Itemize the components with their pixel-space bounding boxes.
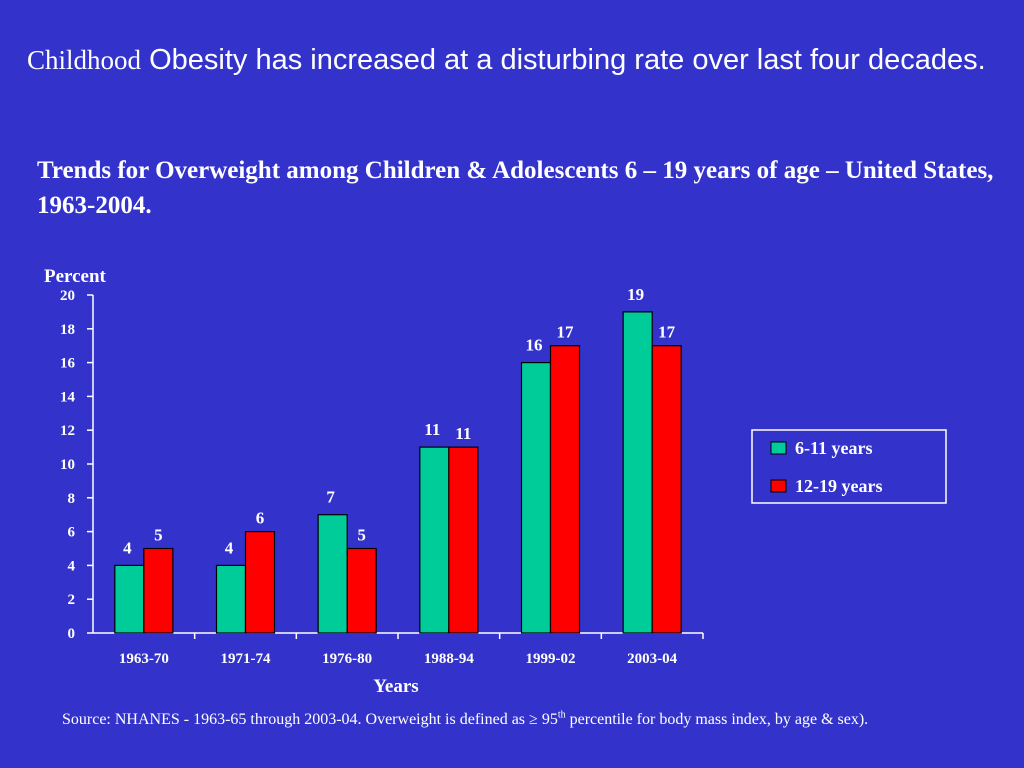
bar-6-11 (520, 362, 552, 634)
source-note: Source: NHANES - 1963-65 through 2003-04… (62, 708, 922, 731)
bar-12-19 (448, 446, 479, 634)
data-label: 4 (123, 538, 132, 557)
y-axis-label: Percent (44, 266, 107, 287)
data-label: 5 (357, 526, 366, 545)
slide-title: Childhood Obesity has increased at a dis… (27, 42, 987, 80)
x-tick-label: 2003-04 (627, 651, 677, 667)
data-label: 5 (154, 526, 163, 545)
y-tick-label: 10 (60, 457, 75, 473)
bar-12-19 (143, 547, 174, 634)
y-tick-label: 6 (68, 525, 76, 541)
chart-subtitle: Trends for Overweight among Children & A… (37, 157, 994, 219)
title-lead: Childhood (27, 45, 142, 75)
data-label: 17 (557, 323, 575, 342)
y-tick-label: 20 (60, 288, 75, 304)
bar-6-11 (317, 514, 348, 634)
x-tick-label: 1963-70 (119, 651, 169, 667)
bar-12-19 (244, 530, 276, 634)
x-tick-label: 1999-02 (526, 651, 576, 667)
y-tick-label: 12 (60, 423, 75, 439)
data-label: 11 (455, 424, 471, 443)
x-tick-label: 1971-74 (221, 651, 271, 667)
legend-swatch (770, 479, 787, 493)
source-sup: th (557, 709, 566, 721)
y-tick-label: 4 (68, 558, 76, 574)
legend-label: 6-11 years (795, 438, 872, 458)
source-text: Source: NHANES - 1963-65 through 2003-04… (62, 711, 558, 728)
title-rest: Obesity has increased at a disturbing ra… (141, 44, 986, 76)
y-tick-label: 0 (68, 626, 76, 642)
y-tick-label: 8 (68, 491, 76, 507)
y-tick-label: 16 (60, 356, 76, 372)
data-label: 6 (256, 509, 265, 528)
y-tick-label: 18 (60, 322, 75, 338)
bar-6-11 (622, 311, 653, 634)
bar-12-19 (346, 547, 377, 634)
x-axis-label: Years (373, 676, 418, 697)
source-text-end: percentile for body mass index, by age &… (565, 711, 869, 728)
legend (751, 429, 947, 504)
data-label: 19 (627, 285, 644, 304)
bar-12-19 (651, 345, 682, 634)
y-tick-label: 2 (68, 592, 76, 608)
data-label: 16 (526, 336, 543, 355)
bar-6-11 (215, 564, 247, 634)
legend-label: 12-19 years (795, 476, 882, 496)
data-label: 4 (225, 538, 234, 557)
data-label: 17 (658, 323, 676, 342)
bar-6-11 (419, 446, 450, 634)
y-tick-label: 14 (60, 389, 76, 405)
bar-6-11 (114, 564, 145, 634)
bar-12-19 (549, 345, 581, 634)
x-tick-label: 1988-94 (424, 651, 474, 667)
data-label: 11 (424, 420, 440, 439)
data-label: 7 (326, 488, 335, 507)
x-tick-label: 1976-80 (322, 651, 372, 667)
legend-swatch (770, 441, 787, 455)
